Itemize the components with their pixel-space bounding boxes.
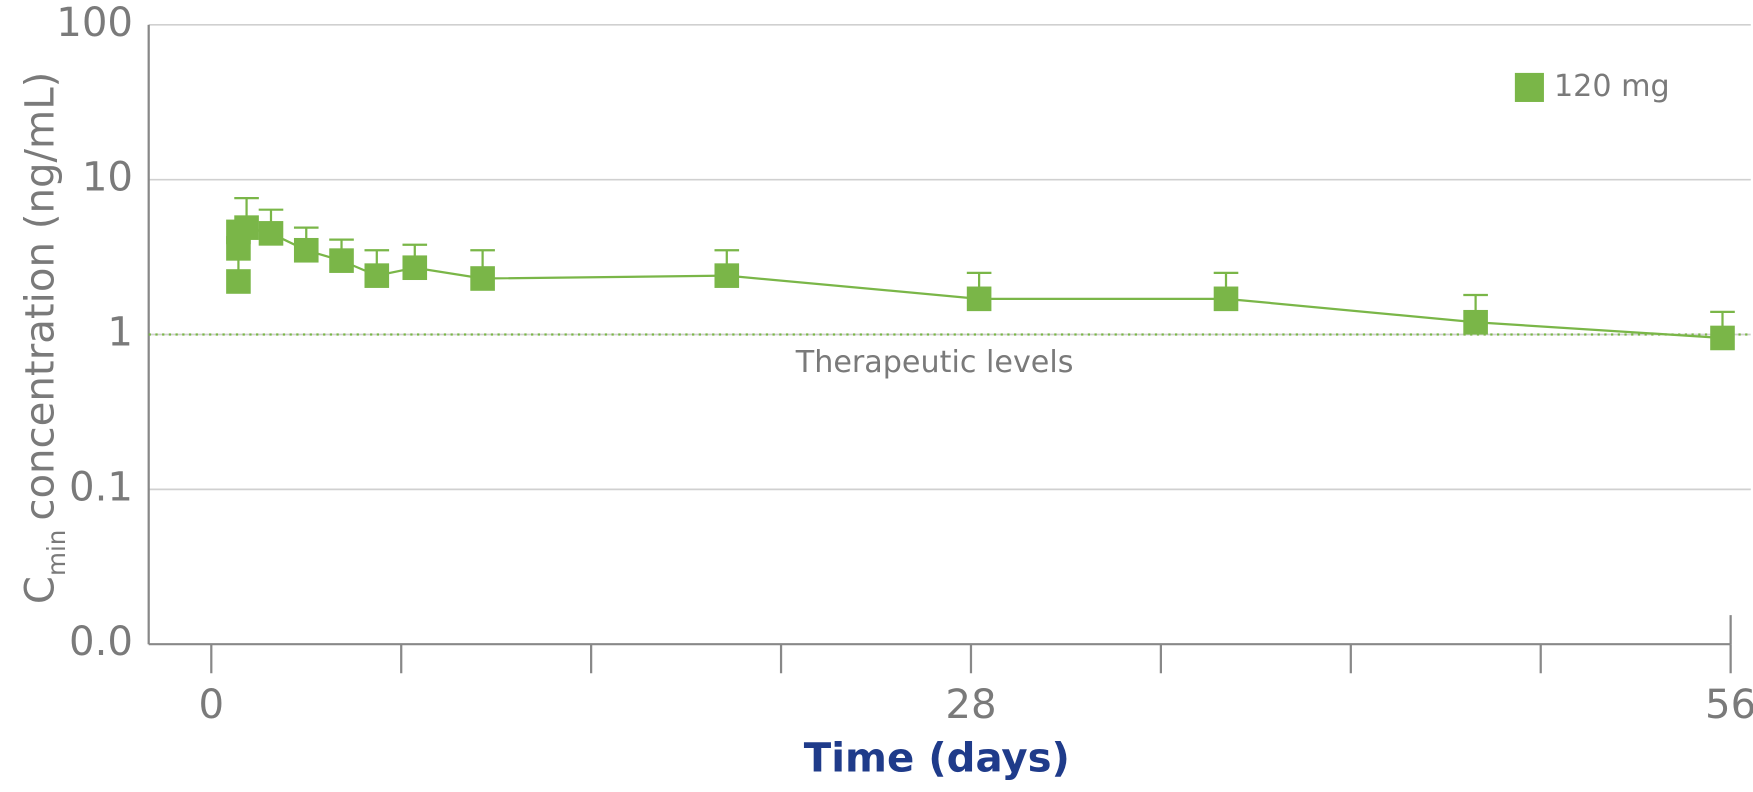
- data-point: [1710, 325, 1735, 351]
- y-label-rest: concentration (ng/mL): [17, 72, 63, 521]
- y-axis-label: Cmin concentration (ng/mL): [17, 72, 71, 604]
- x-axis-label: Time (days): [804, 735, 1070, 781]
- data-point: [293, 237, 319, 263]
- data-point: [364, 263, 390, 288]
- x-tick-label: 56: [1705, 682, 1753, 728]
- data-point: [234, 215, 259, 240]
- y-tick-label: 1: [107, 310, 133, 356]
- data-point: [1213, 286, 1239, 312]
- y-tick-label: 0.1: [69, 464, 133, 510]
- y-label-main: C: [17, 576, 63, 604]
- data-point: [258, 221, 284, 246]
- data-point: [402, 255, 428, 281]
- data-point: [470, 266, 495, 291]
- data-point: [1463, 309, 1488, 335]
- x-tick-label: 28: [945, 682, 996, 728]
- legend-swatch: [1514, 72, 1544, 102]
- data-point: [226, 269, 251, 294]
- y-label-subscript: min: [42, 530, 71, 576]
- y-tick-label: 0.0: [69, 619, 133, 665]
- x-tick-label: 0: [198, 682, 224, 728]
- legend-label: 120 mg: [1554, 69, 1670, 104]
- data-point: [714, 263, 740, 288]
- y-tick-label: 10: [82, 155, 133, 201]
- series-line: [237, 226, 1723, 340]
- y-tick-label: 100: [56, 0, 133, 46]
- data-point: [966, 286, 992, 312]
- threshold-label: Therapeutic levels: [795, 345, 1074, 380]
- data-point: [329, 248, 354, 273]
